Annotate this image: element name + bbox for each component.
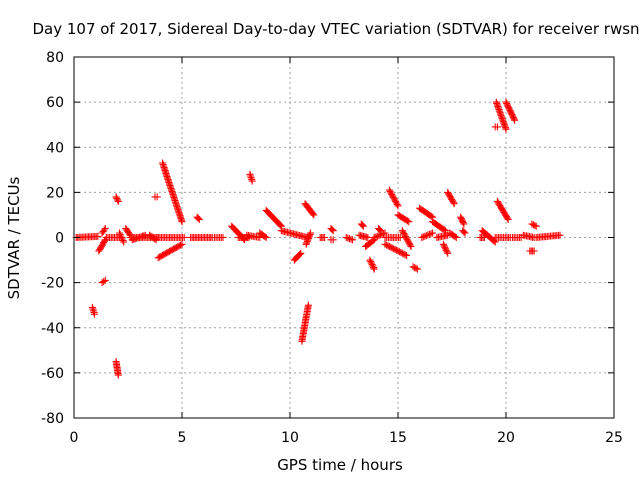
data-point-group	[112, 358, 122, 379]
chart-title: Day 107 of 2017, Sidereal Day-to-day VTE…	[32, 20, 639, 38]
x-tick-labels: 0 5 10 15 20 25	[70, 430, 623, 446]
data-point-group	[429, 218, 449, 235]
data-point-group	[262, 206, 285, 230]
data-point-group	[493, 197, 512, 223]
y-tick-label: -60	[41, 366, 64, 382]
data-point-group	[398, 227, 415, 250]
data-point-group	[154, 240, 186, 262]
data-points	[72, 98, 564, 379]
data-point-group	[342, 234, 357, 244]
data-point-group	[115, 229, 128, 246]
data-point-group	[478, 227, 499, 246]
data-point-group	[95, 236, 109, 255]
data-point-group	[355, 231, 372, 241]
data-point-group	[151, 193, 161, 201]
data-point-group	[457, 213, 468, 228]
data-point-group	[519, 231, 538, 241]
data-point-group	[256, 229, 270, 241]
grid-lines	[74, 57, 614, 418]
data-point-group	[528, 220, 540, 230]
data-point-group	[446, 229, 460, 241]
data-point-group	[187, 234, 216, 241]
data-point-group	[375, 225, 385, 235]
y-tick-label: 80	[46, 50, 64, 66]
x-tick-label: 15	[389, 430, 407, 446]
x-tick-label: 25	[605, 430, 623, 446]
data-point-group	[492, 98, 510, 133]
data-point-group	[381, 234, 404, 241]
data-point-group	[409, 263, 421, 273]
data-point-group	[146, 231, 160, 244]
data-point-group	[509, 234, 525, 241]
data-point-group	[502, 98, 519, 124]
data-point-group	[98, 225, 109, 237]
data-point-group	[385, 186, 402, 210]
data-point-group	[357, 220, 367, 230]
data-point-group	[301, 200, 318, 219]
y-tick-label: 40	[46, 140, 64, 156]
x-axis-label: GPS time / hours	[277, 456, 403, 474]
data-point-group	[316, 234, 329, 241]
data-point-group	[234, 234, 253, 241]
data-point-group	[159, 159, 186, 226]
y-tick-label: -80	[41, 411, 64, 427]
y-tick-label: -20	[41, 276, 64, 292]
data-point-group	[302, 229, 314, 248]
data-point-group	[290, 249, 305, 264]
data-point-group	[526, 247, 538, 255]
data-point-group	[154, 234, 188, 241]
y-tick-label: 20	[46, 185, 64, 201]
x-tick-label: 5	[178, 430, 187, 446]
data-point-group	[433, 231, 452, 241]
x-tick-label: 20	[497, 430, 515, 446]
x-tick-label: 10	[281, 430, 299, 446]
data-point-group	[444, 188, 458, 208]
data-point-group	[491, 123, 501, 131]
y-tick-labels: -80 -60 -40 -20 0 20 40 60 80	[41, 50, 64, 427]
data-point-group	[193, 213, 203, 223]
data-point-group	[532, 231, 564, 241]
y-axis-label: SDTVAR / TECUs	[5, 176, 23, 299]
axis-ticks	[73, 56, 615, 419]
data-point-group	[370, 229, 389, 241]
data-point-group	[476, 234, 488, 241]
data-point-group	[327, 225, 337, 235]
data-point-group	[439, 240, 452, 257]
data-point-group	[459, 227, 469, 237]
data-point-group	[210, 234, 227, 241]
data-point-group	[72, 232, 102, 241]
y-tick-label: 0	[55, 231, 64, 247]
data-point-group	[88, 303, 98, 318]
data-point-group	[381, 240, 411, 259]
y-tick-label: 60	[46, 95, 64, 111]
data-point-group	[246, 170, 256, 185]
data-point-group	[418, 229, 437, 241]
y-tick-label: -40	[41, 321, 64, 337]
data-point-group	[394, 211, 413, 226]
data-point-group	[112, 193, 122, 205]
data-point-group	[243, 231, 264, 241]
data-point-group	[416, 204, 437, 221]
data-point-group	[298, 301, 312, 345]
data-point-group	[491, 234, 514, 241]
data-point-group	[128, 231, 149, 244]
data-point-group	[366, 256, 378, 273]
x-tick-label: 0	[70, 430, 79, 446]
data-point-group	[327, 236, 337, 244]
data-point-group	[98, 276, 109, 287]
